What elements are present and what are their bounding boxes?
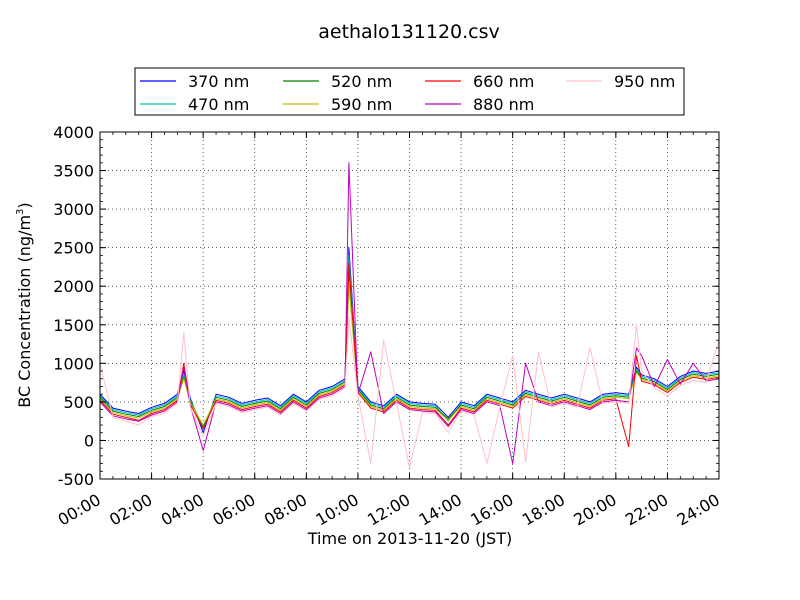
y-axis-label: BC Concentration (ng/m3) xyxy=(15,202,34,407)
y-tick-label: 1000 xyxy=(53,354,94,373)
y-tick-label: 0 xyxy=(84,431,94,450)
legend: 370 nm 470 nm 520 nm 590 nm 660 nm 880 nm 950 … xyxy=(134,67,685,116)
x-axis-label: Time on 2013-11-20 (JST) xyxy=(307,529,512,548)
ticks xyxy=(99,131,720,480)
y-tick-label: 3500 xyxy=(53,162,94,181)
legend-label: 880 nm xyxy=(473,95,534,114)
series-layer xyxy=(99,162,720,468)
legend-label: 660 nm xyxy=(473,72,534,91)
y-tick-label: -500 xyxy=(58,470,94,489)
y-tick-label: 2000 xyxy=(53,277,94,296)
legend-label: 520 nm xyxy=(331,72,392,91)
series-line-880-nm xyxy=(99,162,720,465)
y-tick-label: 500 xyxy=(63,393,94,412)
legend-label: 590 nm xyxy=(331,95,392,114)
y-axis-label-superscript: 3 xyxy=(15,209,26,215)
series-line-950-nm xyxy=(99,316,720,468)
legend-label: 950 nm xyxy=(614,72,675,91)
chart-title: aethalo131120.csv xyxy=(318,21,500,43)
y-tick-label: 1500 xyxy=(53,316,94,335)
y-tick-label: 4000 xyxy=(53,123,94,142)
legend-box xyxy=(134,67,685,116)
y-tick-label: 2500 xyxy=(53,239,94,258)
series-line-660-nm xyxy=(99,262,720,448)
legend-label: 470 nm xyxy=(188,95,249,114)
series-line-590-nm xyxy=(99,285,720,426)
y-axis-label-close: ) xyxy=(15,202,34,208)
y-tick-labels: -500 0 500 1000 1500 2000 2500 3000 3500 4000 xyxy=(53,123,94,489)
legend-label: 370 nm xyxy=(188,72,249,91)
y-tick-label: 3000 xyxy=(53,200,94,219)
y-axis-label-main: BC Concentration (ng/m xyxy=(15,215,34,408)
